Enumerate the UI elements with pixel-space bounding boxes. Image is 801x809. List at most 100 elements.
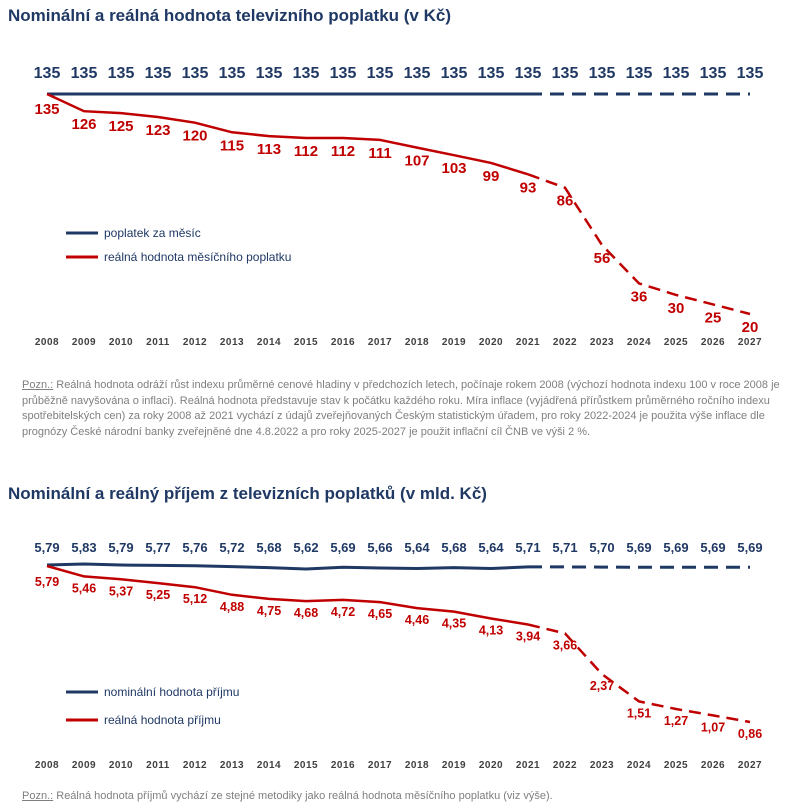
data-label-nominal: 5,68 [441, 540, 466, 555]
x-tick-label: 2022 [553, 760, 577, 771]
data-label-nominal: 135 [219, 65, 246, 82]
chart-title-income: Nominální a reálný příjem z televizních … [8, 484, 487, 503]
x-tick-label: 2025 [664, 760, 688, 771]
data-label-real: 111 [368, 145, 391, 162]
note-income: Pozn.: Reálná hodnota příjmů vychází ze … [22, 789, 782, 805]
legend-entry: nominální hodnota příjmu [66, 685, 239, 699]
data-label-nominal: 5,76 [182, 540, 207, 555]
data-label-nominal: 135 [737, 65, 764, 82]
x-tick-label: 2008 [35, 337, 59, 348]
data-label-real: 0,86 [738, 727, 762, 741]
data-label-nominal: 5,69 [626, 540, 651, 555]
x-tick-label: 2023 [590, 337, 614, 348]
x-tick-label: 2022 [553, 337, 577, 348]
data-label-real: 99 [483, 168, 500, 185]
data-label-real: 3,94 [516, 630, 540, 644]
data-label-nominal: 5,77 [145, 540, 170, 555]
data-label-nominal: 5,71 [515, 540, 540, 555]
data-label-nominal: 5,70 [589, 540, 614, 555]
legend-label: reálná hodnota měsíčního poplatku [104, 250, 291, 264]
data-label-real: 115 [220, 137, 244, 154]
data-label-real: 126 [71, 116, 96, 133]
data-label-real: 20 [742, 319, 759, 336]
data-label-real: 4,65 [368, 607, 392, 621]
chart-title-fee: Nominální a reálná hodnota televizního p… [8, 6, 451, 25]
data-label-nominal: 135 [589, 65, 616, 82]
data-label-real: 112 [294, 143, 318, 160]
data-label-nominal: 5,83 [71, 540, 96, 555]
x-tick-label: 2026 [701, 760, 725, 771]
data-label-real: 56 [594, 250, 611, 267]
x-tick-label: 2023 [590, 760, 614, 771]
data-label-nominal: 135 [108, 65, 135, 82]
data-label-real: 30 [668, 300, 685, 317]
x-tick-label: 2011 [146, 337, 170, 348]
x-tick-label: 2012 [183, 337, 207, 348]
data-label-real: 5,12 [183, 592, 207, 606]
data-label-real: 1,27 [664, 714, 688, 728]
data-label-real: 3,66 [553, 638, 577, 652]
data-label-nominal: 135 [182, 65, 209, 82]
x-tick-label: 2027 [738, 760, 762, 771]
x-tick-label: 2009 [72, 337, 96, 348]
data-label-nominal: 135 [34, 65, 61, 82]
data-label-nominal: 135 [145, 65, 172, 82]
x-tick-label: 2015 [294, 337, 318, 348]
series-line-real [46, 92, 529, 176]
x-tick-label: 2020 [479, 760, 503, 771]
note-fee: Pozn.: Reálná hodnota odráží růst indexu… [22, 378, 782, 440]
x-tick-label: 2021 [516, 337, 540, 348]
data-label-nominal: 135 [478, 65, 505, 82]
data-label-nominal: 5,64 [478, 540, 504, 555]
data-label-nominal: 5,79 [34, 540, 59, 555]
x-tick-label: 2010 [109, 760, 133, 771]
data-label-real: 5,37 [109, 584, 133, 598]
data-label-real: 4,46 [405, 613, 429, 627]
data-label-real: 125 [108, 118, 133, 135]
data-label-nominal: 135 [330, 65, 357, 82]
data-label-real: 4,35 [442, 617, 466, 631]
data-label-nominal: 5,68 [256, 540, 281, 555]
legend-entry: reálná hodnota příjmu [66, 713, 221, 727]
x-tick-label: 2019 [442, 337, 466, 348]
series-line-real [46, 564, 529, 626]
data-label-nominal: 5,62 [293, 540, 318, 555]
data-label-real: 4,68 [294, 606, 318, 620]
x-tick-label: 2013 [220, 760, 244, 771]
data-label-nominal: 135 [293, 65, 320, 82]
chart-fee: 135 135 135 135 135 135 135 135 135 135 135 135 135 1… [34, 65, 764, 348]
data-label-real: 1,07 [701, 720, 725, 734]
x-tick-label: 2020 [479, 337, 503, 348]
data-label-nominal: 5,66 [367, 540, 392, 555]
data-label-nominal: 135 [515, 65, 542, 82]
data-label-nominal: 5,71 [552, 540, 577, 555]
legend-entry: poplatek za měsíc [66, 226, 201, 240]
data-label-real: 5,25 [146, 588, 170, 602]
note-prefix: Pozn.: [22, 379, 54, 391]
series-line-nominal [46, 562, 529, 571]
x-tick-label: 2021 [516, 760, 540, 771]
data-label-nominal: 5,79 [108, 540, 133, 555]
data-label-real: 113 [257, 141, 281, 158]
data-label-nominal: 135 [552, 65, 579, 82]
data-label-real: 4,75 [257, 604, 281, 618]
series-line-real-forecast [527, 173, 751, 316]
data-label-real: 5,79 [35, 575, 59, 589]
x-tick-label: 2017 [368, 337, 392, 348]
data-label-nominal: 135 [404, 65, 431, 82]
data-label-nominal: 135 [441, 65, 468, 82]
x-tick-label: 2010 [109, 337, 133, 348]
x-tick-label: 2016 [331, 760, 355, 771]
data-label-real: 36 [631, 288, 648, 305]
legend-label: poplatek za měsíc [104, 226, 201, 240]
data-label-real: 86 [557, 193, 574, 210]
x-tick-label: 2011 [146, 760, 170, 771]
note-text: Reálná hodnota příjmů vychází ze stejné … [56, 790, 553, 802]
note-text: Reálná hodnota odráží růst indexu průměr… [22, 379, 780, 438]
data-label-real: 107 [404, 153, 429, 170]
note-prefix: Pozn.: [22, 790, 54, 802]
x-tick-label: 2018 [405, 760, 429, 771]
data-label-real: 123 [145, 122, 170, 139]
data-label-nominal: 5,69 [700, 540, 725, 555]
x-tick-label: 2024 [627, 760, 651, 771]
